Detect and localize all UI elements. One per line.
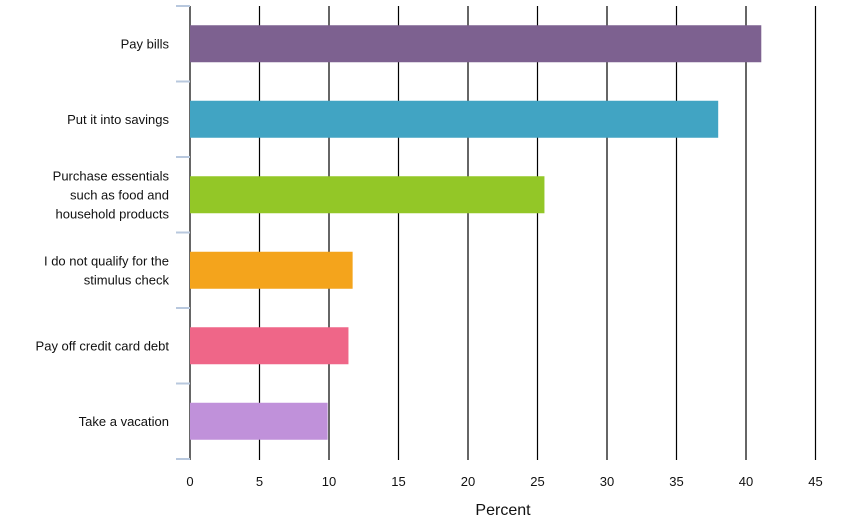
x-tick-label-35: 35 — [669, 474, 683, 489]
category-label-1: Pay bills — [121, 36, 170, 51]
category-label-3: Purchase essentials such as food and house… — [53, 168, 170, 221]
category-label-line: Pay off credit card debt — [36, 338, 170, 353]
x-tick-label-20: 20 — [461, 474, 475, 489]
bar-6 — [190, 402, 328, 440]
x-tick-label-45: 45 — [808, 474, 822, 489]
bar-3 — [190, 176, 545, 214]
x-axis-title: Percent — [475, 502, 531, 519]
category-label-6: Take a vacation — [79, 414, 169, 429]
category-label-2: Put it into savings — [67, 112, 169, 127]
x-tick-label-5: 5 — [256, 474, 263, 489]
category-label-4: I do not qualify for the stimulus check — [44, 253, 170, 287]
category-label-line: such as food and — [70, 187, 169, 202]
category-label-line: Purchase essentials — [53, 168, 170, 183]
category-label-line: Put it into savings — [67, 112, 169, 127]
bars — [190, 25, 762, 440]
x-tick-label-0: 0 — [186, 474, 193, 489]
bar-1 — [190, 25, 762, 63]
category-label-line: Pay bills — [121, 36, 170, 51]
x-tick-label-40: 40 — [739, 474, 753, 489]
category-label-line: Take a vacation — [79, 414, 169, 429]
category-labels: Pay bills Put it into savings Purchase ess… — [36, 36, 170, 429]
x-tick-label-25: 25 — [530, 474, 544, 489]
category-label-line: I do not qualify for the — [44, 253, 169, 268]
x-tick-labels: 0 5 10 15 20 25 30 35 40 45 — [186, 474, 822, 489]
category-label-5: Pay off credit card debt — [36, 338, 170, 353]
category-label-line: stimulus check — [84, 272, 170, 287]
bar-4 — [190, 251, 353, 289]
x-tick-label-30: 30 — [600, 474, 614, 489]
bar-5 — [190, 327, 349, 365]
x-tick-label-10: 10 — [322, 474, 336, 489]
bar-2 — [190, 100, 719, 138]
x-tick-label-15: 15 — [391, 474, 405, 489]
y-axis-ticks — [176, 5, 190, 460]
gridlines — [189, 6, 817, 460]
category-label-line: household products — [56, 206, 170, 221]
